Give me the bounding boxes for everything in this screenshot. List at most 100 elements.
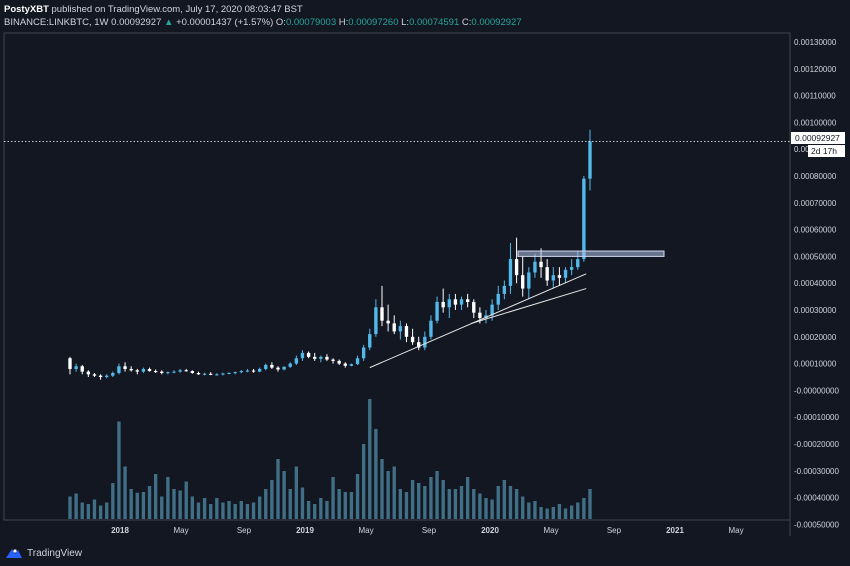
price-tick-label: -0.00040000 [794, 494, 839, 503]
plot-area-border [3, 32, 791, 521]
volume-bar [527, 502, 531, 519]
candle-body [478, 312, 482, 319]
price-tick-label: 0.00010000 [794, 360, 837, 369]
candle-body [563, 269, 568, 278]
chart-header: PostyXBT published on TradingView.com, J… [4, 3, 850, 31]
price-tick-label: 0.00120000 [794, 65, 837, 74]
candle-body [410, 336, 415, 343]
candle-body [386, 320, 390, 324]
volume-bar [490, 499, 494, 519]
price-tick-label: -0.00030000 [794, 467, 839, 476]
price-axis[interactable]: 0.00130000 0.00120000 0.00110000 0.00100000… [794, 38, 839, 529]
volume-bar [105, 502, 109, 519]
candle-body [331, 359, 335, 361]
candle-body [569, 267, 574, 270]
candle-body [178, 370, 182, 372]
time-tick-label: May [543, 526, 558, 535]
volume-bar [484, 498, 488, 519]
volume-bar [496, 486, 500, 519]
author-name[interactable]: PostyXBT [4, 4, 49, 15]
candle-body [374, 307, 378, 335]
candle-body [288, 363, 292, 367]
volume-bar [404, 492, 409, 519]
candle-body [117, 366, 121, 373]
time-tick-label: 2019 [296, 526, 314, 535]
candle-body [582, 178, 586, 260]
price-tick-label: -0.00020000 [794, 440, 839, 449]
open-value: 0.00079003 [285, 17, 337, 28]
tradingview-logo[interactable]: TradingView [6, 545, 82, 561]
price-tick-label: 0.00070000 [794, 199, 837, 208]
candle-body [294, 358, 299, 364]
volume-bar [429, 477, 433, 519]
volume-bar [459, 486, 464, 519]
volume-bar [514, 489, 519, 519]
volume-bar [294, 466, 299, 519]
candle-body [453, 299, 458, 305]
candle-body [447, 299, 451, 308]
candle-body [245, 370, 250, 372]
price-tag-box [791, 132, 845, 144]
candle-body [349, 364, 354, 366]
price-tick-label: 0.00130000 [794, 38, 837, 47]
volume-bar [453, 489, 458, 519]
volume-bar [245, 504, 250, 519]
volume-bar [465, 477, 470, 519]
volume-bar [502, 480, 507, 519]
volume-bar [147, 486, 152, 519]
volume-bar [337, 489, 341, 519]
candle-body [557, 275, 562, 278]
trendlines[interactable] [369, 273, 587, 369]
candle-body [221, 373, 225, 375]
candle-body [282, 366, 286, 370]
close-label: C: [461, 17, 472, 28]
candle-body [313, 356, 317, 359]
time-tick-label: May [173, 526, 188, 535]
volume-bar [178, 490, 182, 519]
candle-body [153, 371, 158, 373]
candle-body [325, 356, 329, 360]
volume-bar [478, 493, 482, 519]
candle-body [270, 364, 274, 368]
volume-bar [135, 492, 139, 519]
candle-body [490, 304, 494, 316]
candle-body [441, 301, 445, 308]
price-tick-label: -0.00000000 [794, 386, 839, 395]
volume-bar [361, 444, 366, 519]
candle-body [300, 352, 305, 359]
candle-body [355, 358, 360, 365]
candle-body [472, 301, 476, 313]
candle-body [551, 275, 555, 281]
candle-body [398, 326, 403, 332]
volume-bar [172, 489, 176, 519]
price-tick-label: 0.00080000 [794, 172, 837, 181]
volume-bar [209, 504, 213, 519]
volume-bar [92, 499, 97, 519]
change-value: +0.00001437 (+1.57%) [176, 17, 274, 28]
trendline [471, 288, 587, 324]
candle-body [98, 375, 103, 377]
volume-bar [343, 492, 347, 519]
candle-body [306, 352, 311, 357]
open-label: O: [275, 17, 286, 28]
time-axis[interactable]: 2018 May Sep 2019 May Sep 2020 May Sep 2021 May [111, 526, 744, 535]
time-tick-label: 2021 [666, 526, 684, 535]
candle-body [533, 261, 537, 273]
candle-body [135, 370, 139, 372]
candle-body [80, 366, 84, 372]
candle-body [496, 293, 500, 305]
candle-body [264, 364, 268, 369]
candle-body [74, 366, 78, 369]
volume-bar [117, 421, 121, 519]
time-tick-label: Sep [422, 526, 437, 535]
resistance-zone[interactable] [517, 250, 665, 257]
candle-body [202, 373, 207, 375]
volume-bar [325, 501, 329, 519]
volume-bar [447, 489, 451, 519]
volume-bar [441, 480, 445, 519]
volume-bar [588, 489, 592, 519]
volume-bar [111, 483, 115, 519]
volume-bar [539, 507, 543, 519]
time-tick-label: Sep [607, 526, 622, 535]
